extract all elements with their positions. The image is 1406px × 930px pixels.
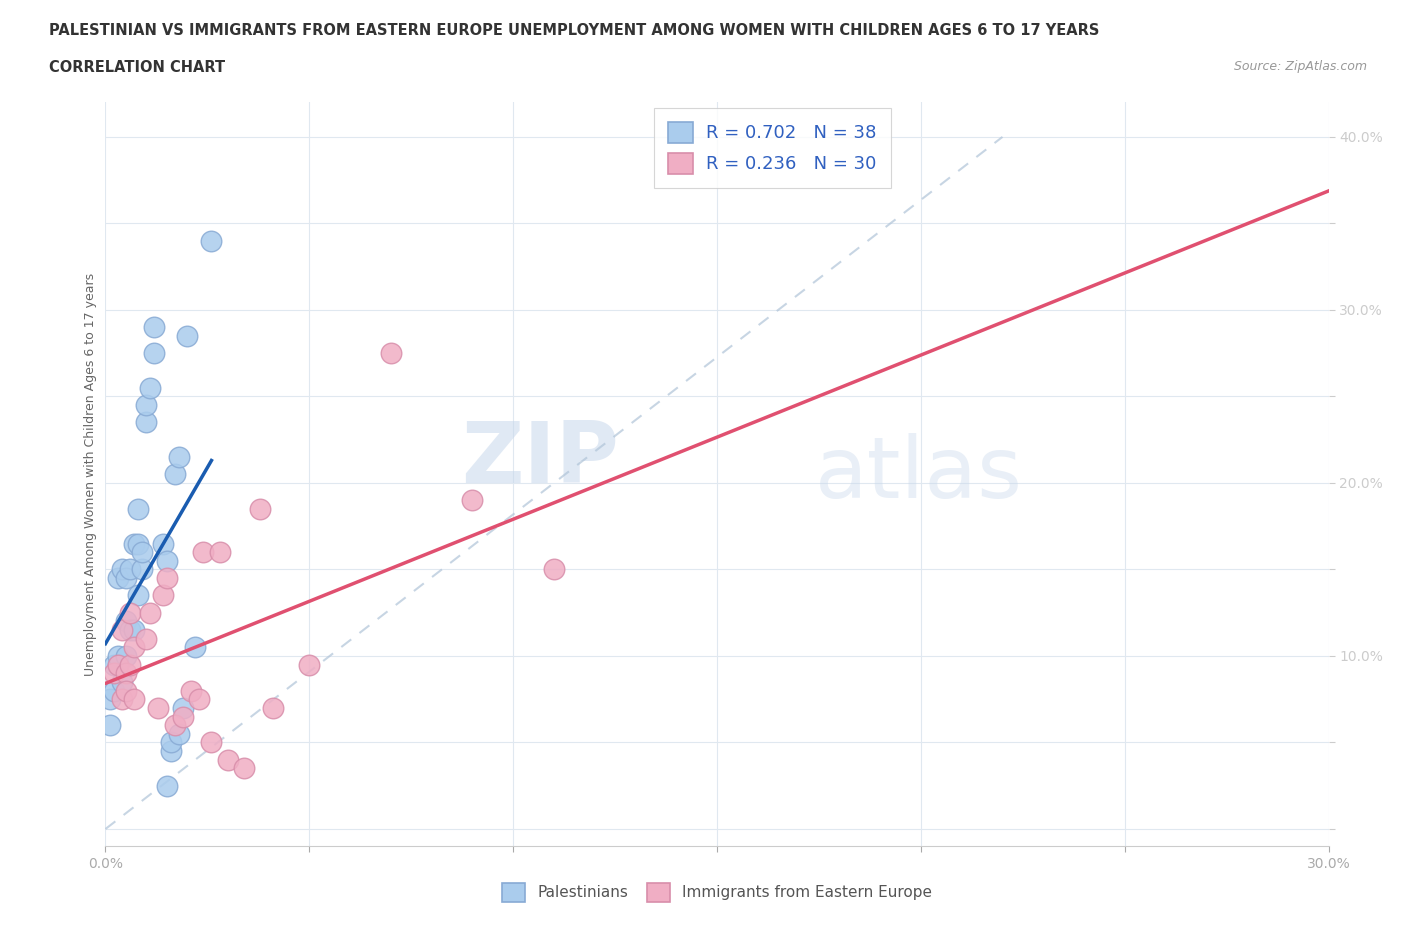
Point [200, 735, 222, 750]
Text: CORRELATION CHART: CORRELATION CHART [49, 60, 225, 75]
Point [103, 666, 125, 681]
Point [139, 605, 162, 620]
Point [167, 449, 190, 464]
Point [111, 692, 134, 707]
Point [139, 380, 162, 395]
Point [249, 501, 271, 516]
Point [135, 415, 157, 430]
Point [111, 562, 134, 577]
Text: atlas: atlas [815, 432, 1024, 516]
Point [380, 346, 402, 361]
Text: Source: ZipAtlas.com: Source: ZipAtlas.com [1233, 60, 1367, 73]
Text: PALESTINIAN VS IMMIGRANTS FROM EASTERN EUROPE UNEMPLOYMENT AMONG WOMEN WITH CHIL: PALESTINIAN VS IMMIGRANTS FROM EASTERN E… [49, 23, 1099, 38]
Y-axis label: Unemployment Among Women with Children Ages 6 to 17 years: Unemployment Among Women with Children A… [84, 272, 97, 676]
Point [156, 571, 179, 586]
Point [543, 562, 565, 577]
Point [127, 536, 149, 551]
Point [115, 648, 138, 663]
Point [184, 640, 207, 655]
Point [188, 692, 211, 707]
Text: ZIP: ZIP [461, 418, 619, 501]
Point [107, 658, 129, 672]
Point [135, 398, 157, 413]
Point [461, 493, 484, 508]
Point [115, 684, 138, 698]
Point [172, 700, 194, 715]
Point [152, 588, 174, 603]
Point [115, 666, 138, 681]
Point [262, 700, 284, 715]
Point [200, 233, 222, 248]
Point [167, 726, 190, 741]
Point [163, 718, 186, 733]
Point [122, 692, 145, 707]
Point [131, 562, 153, 577]
Point [163, 467, 186, 482]
Point [135, 631, 157, 646]
Point [118, 605, 141, 620]
Point [233, 761, 256, 776]
Point [143, 346, 166, 361]
Point [159, 735, 181, 750]
Point [107, 658, 129, 672]
Point [156, 778, 179, 793]
Point [208, 545, 231, 560]
Point [98, 718, 121, 733]
Point [98, 692, 121, 707]
Point [103, 658, 125, 672]
Point [107, 648, 129, 663]
Point [118, 658, 141, 672]
Point [193, 545, 215, 560]
Point [115, 614, 138, 629]
Point [143, 320, 166, 335]
Point [111, 674, 134, 689]
Point [217, 752, 239, 767]
Point [180, 684, 202, 698]
Point [298, 658, 321, 672]
Point [176, 328, 198, 343]
Point [115, 571, 138, 586]
Point [118, 622, 141, 637]
Point [118, 562, 141, 577]
Point [111, 622, 134, 637]
Legend: Palestinians, Immigrants from Eastern Europe: Palestinians, Immigrants from Eastern Eu… [495, 875, 939, 910]
Point [127, 588, 149, 603]
Point [127, 501, 149, 516]
Point [122, 622, 145, 637]
Point [156, 553, 179, 568]
Point [122, 640, 145, 655]
Point [107, 571, 129, 586]
Point [131, 545, 153, 560]
Point [152, 536, 174, 551]
Point [122, 536, 145, 551]
Point [172, 709, 194, 724]
Point [159, 744, 181, 759]
Point [103, 684, 125, 698]
Point [148, 700, 170, 715]
